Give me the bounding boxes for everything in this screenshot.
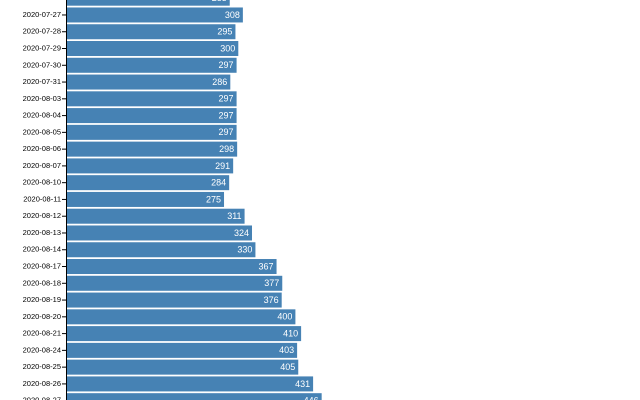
bar (67, 242, 256, 258)
value-label: 308 (225, 10, 240, 20)
value-label: 275 (206, 194, 221, 204)
value-label: 300 (220, 43, 235, 53)
category-label: 2020-07-31 (23, 77, 61, 86)
bar (67, 359, 299, 375)
category-label: 2020-08-18 (23, 278, 61, 287)
category-label: 2020-08-10 (23, 178, 61, 187)
category-label: 2020-08-12 (23, 211, 61, 220)
category-label: 2020-08-05 (23, 127, 61, 136)
value-label: 298 (219, 144, 234, 154)
bar (67, 91, 237, 107)
bar (67, 7, 243, 23)
bar (67, 393, 322, 400)
value-label: 400 (277, 312, 292, 322)
value-label: 405 (280, 362, 295, 372)
category-label: 2020-08-07 (23, 161, 61, 170)
value-label: 297 (219, 110, 234, 120)
value-label: 410 (283, 328, 298, 338)
category-label: 2020-08-27 (23, 396, 61, 400)
category-label: 2020-08-25 (23, 362, 61, 371)
bar (67, 326, 302, 342)
value-label: 377 (264, 278, 279, 288)
category-label: 2020-08-21 (23, 329, 61, 338)
value-label: 297 (219, 127, 234, 137)
value-label: 286 (212, 77, 227, 87)
category-label: 2020-08-11 (23, 194, 61, 203)
value-label: 376 (264, 295, 279, 305)
bar (67, 259, 277, 275)
category-label: 2020-08-13 (23, 228, 61, 237)
category-label: 2020-08-20 (23, 312, 61, 321)
category-label: 2020-07-28 (23, 27, 61, 36)
bar (67, 74, 231, 90)
value-label: 431 (295, 379, 310, 389)
category-label: 2020-08-14 (23, 245, 61, 254)
value-label: 297 (219, 94, 234, 104)
bar (67, 175, 230, 191)
bar (67, 309, 296, 325)
bar (67, 376, 314, 392)
bar (67, 57, 237, 73)
bar (67, 24, 236, 40)
bar (67, 158, 234, 174)
value-label: 330 (237, 245, 252, 255)
value-label: 297 (219, 60, 234, 70)
value-label: 324 (234, 228, 249, 238)
value-label: 403 (279, 345, 294, 355)
value-label: 285 (212, 0, 227, 3)
bar (67, 275, 283, 291)
bar (67, 225, 253, 241)
category-label: 2020-07-27 (23, 10, 61, 19)
bar (67, 208, 245, 224)
bar (67, 342, 298, 358)
category-label: 2020-07-29 (23, 43, 61, 52)
bar (67, 191, 225, 207)
bar (67, 41, 239, 57)
category-label: 2020-07-24 (23, 0, 61, 2)
value-label: 291 (215, 161, 230, 171)
value-label: 446 (304, 396, 319, 400)
value-label: 284 (211, 178, 226, 188)
category-label: 2020-07-30 (23, 60, 61, 69)
bar (67, 108, 237, 124)
value-label: 311 (227, 211, 241, 221)
category-label: 2020-08-06 (23, 144, 61, 153)
value-label: 367 (259, 261, 274, 271)
category-label: 2020-08-24 (23, 345, 61, 354)
category-label: 2020-08-04 (23, 111, 61, 120)
bar (67, 124, 237, 140)
category-label: 2020-08-17 (23, 262, 61, 271)
bar (67, 292, 282, 308)
bar (67, 0, 230, 6)
bar (67, 141, 238, 157)
category-label: 2020-08-26 (23, 379, 61, 388)
category-label: 2020-08-19 (23, 295, 61, 304)
value-label: 295 (217, 27, 232, 37)
category-label: 2020-08-03 (23, 94, 61, 103)
